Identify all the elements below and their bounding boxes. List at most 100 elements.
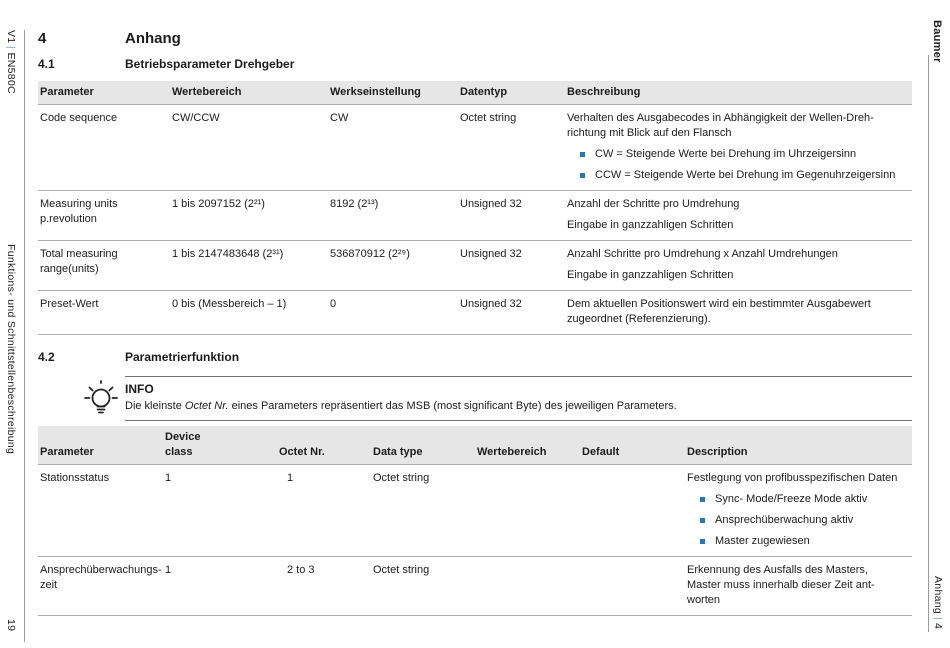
table-row: Stationsstatus 1 1 Octet string Festlegu… — [38, 464, 912, 557]
table-header-row: Parameter Wertebereich Werkseinstellung … — [38, 81, 912, 105]
bullet-square-icon — [700, 539, 705, 544]
list-item: Master zugewiesen — [699, 534, 898, 549]
info-text-part: eines Parameters repräsentiert das MSB (… — [228, 400, 677, 412]
cell-datentyp: Unsigned 32 — [458, 190, 565, 241]
section-number: 4.1 — [38, 57, 55, 71]
cell-wertebereich — [475, 464, 580, 557]
list-item: Ansprechüberwachung aktiv — [699, 513, 898, 528]
lightbulb-icon — [84, 379, 118, 413]
right-margin-rule — [928, 55, 929, 632]
col-header-label: Device class — [165, 431, 201, 458]
table-row: Preset-Wert 0 bis (Messbereich – 1) 0 Un… — [38, 290, 912, 335]
section-4-2-heading: 4.2 Parametrierfunktion — [38, 350, 912, 365]
section-number: 4.2 — [38, 350, 55, 364]
col-header-description: Description — [685, 426, 912, 465]
section-number: 4 — [38, 30, 47, 47]
cell-octet-nr: 2 to 3 — [277, 556, 371, 616]
cell-werkseinstellung: 536870912 (2²⁹) — [328, 240, 458, 291]
cell-device-class: 1 — [163, 464, 277, 557]
cell-werkseinstellung: 0 — [328, 290, 458, 335]
description-text: Erkennung des Ausfalls des Masters, Mast… — [687, 564, 875, 606]
col-header-data-type: Data type — [371, 426, 475, 465]
table-row: Total measuring range(units) 1 bis 21474… — [38, 240, 912, 291]
section-4-heading: 4 Anhang — [38, 30, 912, 48]
bullet-square-icon — [580, 152, 585, 157]
col-header-wertebereich: Wertebereich — [170, 81, 328, 105]
table-row: Code sequence CW/CCW CW Octet string Ver… — [38, 104, 912, 191]
description-text: Anzahl der Schritte pro Umdrehung — [567, 198, 740, 210]
col-header-beschreibung: Beschreibung — [565, 81, 912, 105]
section-title: Betriebsparameter Drehgeber — [125, 57, 295, 71]
col-header-wertebereich: Wertebereich — [475, 426, 580, 465]
col-header-parameter: Parameter — [38, 426, 163, 465]
list-item: CCW = Steigende Werte bei Drehung im Geg… — [579, 168, 898, 183]
parametrierfunktion-table: Parameter Device class Octet Nr. Data ty… — [38, 426, 912, 616]
cell-wertebereich — [475, 556, 580, 616]
page-number: 19 — [5, 619, 17, 632]
cell-parameter: Stationsstatus — [38, 464, 163, 557]
info-text-part: Die kleinste — [125, 400, 185, 412]
table-row: Ansprechüberwachungs­zeit 1 2 to 3 Octet… — [38, 556, 912, 616]
description-text: Festlegung von profibusspezifischen Da­t… — [687, 472, 898, 484]
list-item: Sync- Mode/Freeze Mode aktiv — [699, 492, 898, 507]
section-title: Parametrierfunktion — [125, 350, 240, 364]
cell-beschreibung: Anzahl der Schritte pro Umdrehung Eingab… — [565, 190, 912, 241]
doc-code-number: EN580C — [5, 52, 17, 94]
description-text: Dem aktuellen Positionswert wird ein bes… — [567, 298, 871, 325]
footer-separator: | — [932, 617, 944, 621]
description-text: Eingabe in ganzzahligen Schritten — [567, 269, 734, 281]
section-4-1-heading: 4.1 Betriebsparameter Drehgeber — [38, 57, 912, 72]
doc-code-version: V1 — [5, 30, 17, 44]
cell-device-class: 1 — [163, 556, 277, 616]
list-item: CW = Steigende Werte bei Drehung im Uhrz… — [579, 147, 898, 162]
bullet-text: Sync- Mode/Freeze Mode aktiv — [715, 493, 868, 505]
cell-wertebereich: 1 bis 2097152 (2²¹) — [170, 190, 328, 241]
info-text-italic: Octet Nr. — [184, 400, 229, 412]
cell-datentyp: Unsigned 32 — [458, 240, 565, 291]
bullet-list: CW = Steigende Werte bei Drehung im Uhrz… — [579, 147, 898, 183]
cell-beschreibung: Dem aktuellen Positionswert wird ein bes… — [565, 290, 912, 335]
cell-beschreibung: Anzahl Schritte pro Umdrehung x Anzahl U… — [565, 240, 912, 291]
cell-datentyp: Unsigned 32 — [458, 290, 565, 335]
page-content: 4 Anhang 4.1 Betriebsparameter Drehgeber… — [38, 30, 912, 616]
table-header-row: Parameter Device class Octet Nr. Data ty… — [38, 426, 912, 465]
bullet-list: Sync- Mode/Freeze Mode aktiv Ansprechübe… — [699, 492, 898, 549]
footer-section-name: Anhang — [932, 576, 944, 615]
description-text: Verhalten des Ausgabecodes in Abhängigke… — [567, 112, 874, 139]
cell-default — [580, 464, 685, 557]
cell-parameter: Ansprechüberwachungs­zeit — [38, 556, 163, 616]
info-body: INFO Die kleinste Octet Nr. eines Parame… — [125, 376, 912, 421]
cell-description: Festlegung von profibusspezifischen Da­t… — [685, 464, 912, 557]
info-text: Die kleinste Octet Nr. eines Parameters … — [125, 399, 912, 414]
info-icon-box — [38, 376, 125, 421]
cell-description: Erkennung des Ausfalls des Masters, Mast… — [685, 556, 912, 616]
bullet-text: Master zugewiesen — [715, 535, 810, 547]
col-header-datentyp: Datentyp — [458, 81, 565, 105]
cell-data-type: Octet string — [371, 464, 475, 557]
cell-wertebereich: 1 bis 2147483648 (2³¹) — [170, 240, 328, 291]
cell-default — [580, 556, 685, 616]
cell-parameter: Preset-Wert — [38, 290, 170, 335]
doc-code-label: V1 | EN580C — [5, 30, 17, 94]
cell-werkseinstellung: 8192 (2¹³) — [328, 190, 458, 241]
doc-code-separator: | — [5, 46, 17, 50]
brand-logo-text: Baumer — [931, 20, 943, 63]
col-header-device-class: Device class — [163, 426, 277, 465]
bullet-square-icon — [700, 497, 705, 502]
bullet-square-icon — [580, 173, 585, 178]
bullet-square-icon — [700, 518, 705, 523]
info-note: INFO Die kleinste Octet Nr. eines Parame… — [38, 376, 912, 421]
cell-wertebereich: 0 bis (Messbereich – 1) — [170, 290, 328, 335]
cell-parameter: Measuring units p.revolution — [38, 190, 170, 241]
bullet-text: CW = Steigende Werte bei Drehung im Uhrz… — [595, 148, 857, 160]
cell-beschreibung: Verhalten des Ausgabecodes in Abhängigke… — [565, 104, 912, 191]
bullet-text: Ansprechüberwachung aktiv — [715, 514, 854, 526]
info-title: INFO — [125, 382, 154, 396]
description-text: Anzahl Schritte pro Umdrehung x Anzahl U… — [567, 248, 838, 260]
bullet-text: CCW = Steigende Werte bei Drehung im Geg… — [595, 169, 896, 181]
cell-wertebereich: CW/CCW — [170, 104, 328, 191]
section-title: Anhang — [125, 30, 181, 47]
col-header-werkseinstellung: Werkseinstellung — [328, 81, 458, 105]
cell-werkseinstellung: CW — [328, 104, 458, 191]
